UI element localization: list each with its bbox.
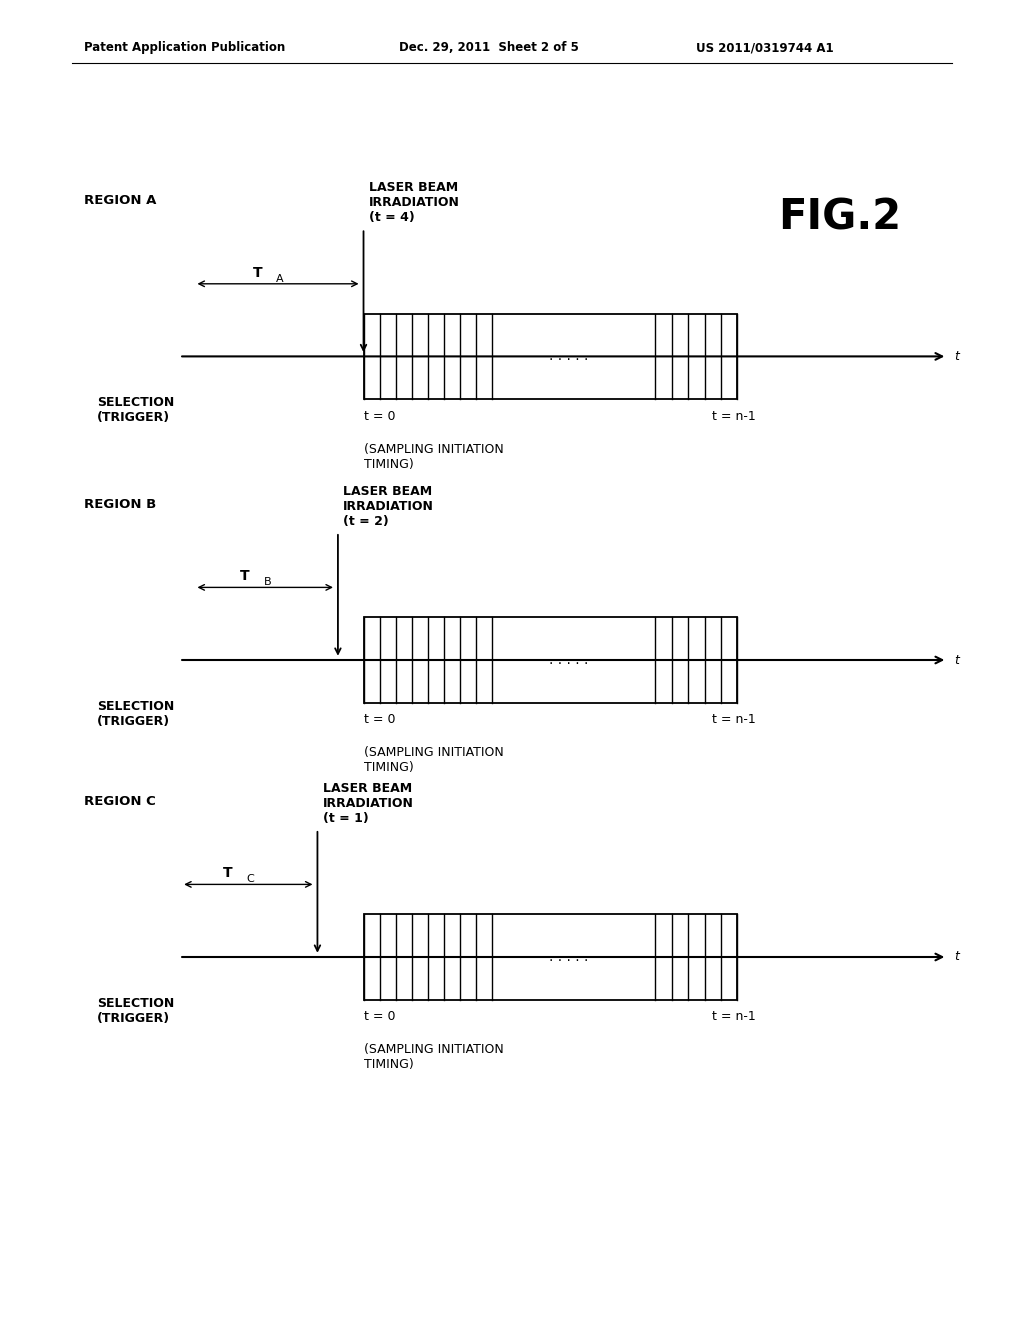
Bar: [364, 618, 737, 702]
Text: t = n-1: t = n-1: [712, 713, 756, 726]
Text: US 2011/0319744 A1: US 2011/0319744 A1: [696, 41, 834, 54]
Text: T: T: [223, 866, 232, 880]
Text: (SAMPLING INITIATION
TIMING): (SAMPLING INITIATION TIMING): [364, 747, 503, 775]
Text: t = 0: t = 0: [364, 1011, 395, 1023]
Text: T: T: [240, 569, 250, 583]
Text: FIG.2: FIG.2: [778, 197, 901, 239]
Text: . . . . .: . . . . .: [549, 653, 588, 667]
Text: t: t: [954, 950, 959, 964]
Bar: [364, 314, 737, 399]
Text: (SAMPLING INITIATION
TIMING): (SAMPLING INITIATION TIMING): [364, 444, 503, 471]
Text: . . . . .: . . . . .: [549, 950, 588, 964]
Text: SELECTION
(TRIGGER): SELECTION (TRIGGER): [97, 700, 174, 727]
Text: REGION C: REGION C: [84, 795, 156, 808]
Text: LASER BEAM
IRRADIATION
(t = 4): LASER BEAM IRRADIATION (t = 4): [369, 181, 460, 224]
Text: t: t: [954, 350, 959, 363]
Text: SELECTION
(TRIGGER): SELECTION (TRIGGER): [97, 396, 174, 424]
Text: REGION B: REGION B: [84, 498, 157, 511]
Text: LASER BEAM
IRRADIATION
(t = 2): LASER BEAM IRRADIATION (t = 2): [343, 484, 434, 528]
Text: B: B: [263, 577, 271, 587]
Text: SELECTION
(TRIGGER): SELECTION (TRIGGER): [97, 997, 174, 1024]
Text: t = n-1: t = n-1: [712, 409, 756, 422]
Text: T: T: [253, 265, 262, 280]
Text: t = n-1: t = n-1: [712, 1011, 756, 1023]
Text: t = 0: t = 0: [364, 409, 395, 422]
Bar: [364, 913, 737, 1001]
Text: . . . . .: . . . . .: [549, 350, 588, 363]
Text: LASER BEAM
IRRADIATION
(t = 1): LASER BEAM IRRADIATION (t = 1): [323, 781, 414, 825]
Text: REGION A: REGION A: [84, 194, 157, 207]
Text: t: t: [954, 653, 959, 667]
Text: Patent Application Publication: Patent Application Publication: [84, 41, 286, 54]
Text: C: C: [247, 874, 254, 884]
Text: (SAMPLING INITIATION
TIMING): (SAMPLING INITIATION TIMING): [364, 1043, 503, 1072]
Text: A: A: [276, 273, 284, 284]
Text: Dec. 29, 2011  Sheet 2 of 5: Dec. 29, 2011 Sheet 2 of 5: [399, 41, 580, 54]
Text: t = 0: t = 0: [364, 713, 395, 726]
